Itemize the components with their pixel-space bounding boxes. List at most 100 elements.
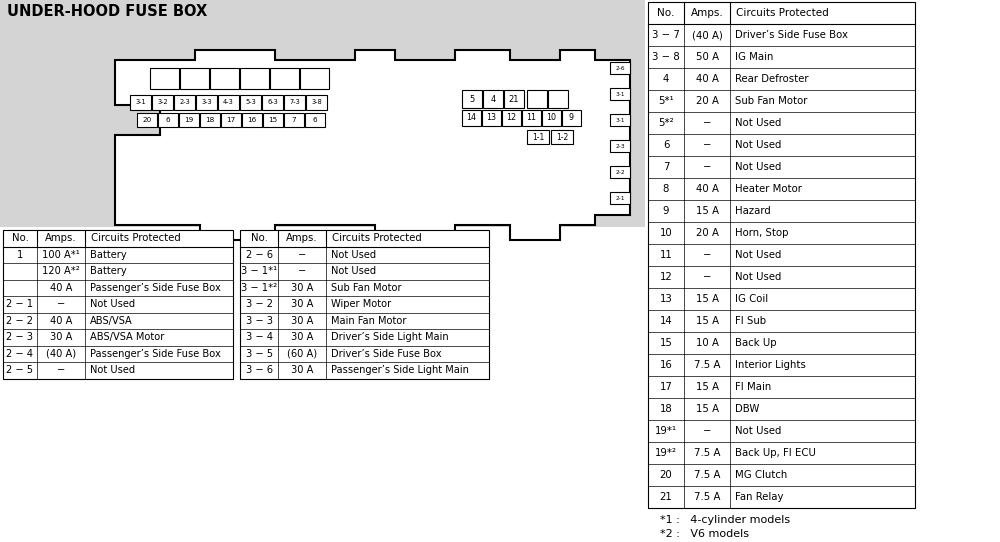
Bar xyxy=(548,90,568,108)
Text: 3-1: 3-1 xyxy=(615,118,625,122)
Text: 5*²: 5*² xyxy=(658,118,674,128)
Bar xyxy=(218,95,239,110)
Text: 13: 13 xyxy=(660,294,672,304)
Bar xyxy=(3,230,233,378)
Bar xyxy=(3,230,233,247)
Text: Driver’s Side Light Main: Driver’s Side Light Main xyxy=(331,332,449,342)
Text: (40 A): (40 A) xyxy=(46,349,76,359)
Text: 19*²: 19*² xyxy=(655,448,677,458)
Text: (40 A): (40 A) xyxy=(692,30,722,40)
Bar xyxy=(462,110,481,126)
Text: 50 A: 50 A xyxy=(696,52,718,62)
Text: −: − xyxy=(703,250,711,260)
Bar xyxy=(462,90,482,108)
Text: 4-3: 4-3 xyxy=(223,100,234,106)
Bar xyxy=(305,113,325,127)
Text: IG Coil: IG Coil xyxy=(735,294,768,304)
Text: 3 − 1*²: 3 − 1*² xyxy=(241,283,277,293)
Bar xyxy=(270,68,299,89)
Text: 15 A: 15 A xyxy=(696,316,718,326)
Text: −: − xyxy=(703,272,711,282)
Text: Not Used: Not Used xyxy=(735,140,781,150)
Bar xyxy=(482,110,501,126)
Text: −: − xyxy=(703,140,711,150)
Text: 3 − 2: 3 − 2 xyxy=(246,299,272,309)
Text: No.: No. xyxy=(657,8,675,18)
Text: Battery: Battery xyxy=(90,250,127,260)
Bar xyxy=(542,110,561,126)
Text: 20 A: 20 A xyxy=(696,228,718,238)
Text: 12: 12 xyxy=(506,113,517,122)
Text: Not Used: Not Used xyxy=(331,250,376,260)
Bar xyxy=(240,230,489,378)
Text: 10 A: 10 A xyxy=(696,338,718,348)
Text: Not Used: Not Used xyxy=(331,266,376,276)
Text: 7-3: 7-3 xyxy=(289,100,300,106)
Text: Not Used: Not Used xyxy=(90,299,135,309)
Text: 5-3: 5-3 xyxy=(245,100,256,106)
Text: 1-2: 1-2 xyxy=(556,132,568,141)
Bar xyxy=(137,113,157,127)
Bar xyxy=(150,68,179,89)
Text: 17: 17 xyxy=(226,117,236,123)
Text: Interior Lights: Interior Lights xyxy=(735,360,806,370)
Bar xyxy=(522,110,541,126)
Text: 2 − 5: 2 − 5 xyxy=(7,365,34,375)
Text: −: − xyxy=(703,118,711,128)
Text: 3-3: 3-3 xyxy=(201,100,212,106)
Text: 11: 11 xyxy=(660,250,672,260)
Text: 120 A*²: 120 A*² xyxy=(42,266,80,276)
Text: Amps.: Amps. xyxy=(691,8,723,18)
Text: 10: 10 xyxy=(660,228,672,238)
Text: 15: 15 xyxy=(268,117,278,123)
Text: 21: 21 xyxy=(660,492,672,502)
Bar xyxy=(483,90,503,108)
Text: 40 A: 40 A xyxy=(50,283,72,293)
Text: Circuits Protected: Circuits Protected xyxy=(332,233,422,243)
Bar xyxy=(648,2,915,508)
Text: 20: 20 xyxy=(660,470,672,480)
Text: 7: 7 xyxy=(292,117,296,123)
Text: ABS/VSA: ABS/VSA xyxy=(90,316,133,326)
Text: 3 − 5: 3 − 5 xyxy=(246,349,272,359)
Bar xyxy=(152,95,173,110)
Text: 30 A: 30 A xyxy=(291,316,313,326)
Text: −: − xyxy=(703,426,711,436)
Text: No.: No. xyxy=(251,233,267,243)
Bar xyxy=(174,95,195,110)
Text: 8: 8 xyxy=(663,184,669,194)
Text: 5*¹: 5*¹ xyxy=(658,96,674,106)
Bar xyxy=(610,166,630,178)
Text: 14: 14 xyxy=(660,316,672,326)
Text: 12: 12 xyxy=(660,272,672,282)
Text: Back Up, FI ECU: Back Up, FI ECU xyxy=(735,448,816,458)
Text: 30 A: 30 A xyxy=(291,299,313,309)
Text: 4: 4 xyxy=(490,94,496,104)
Bar xyxy=(648,2,915,508)
Text: 1-1: 1-1 xyxy=(532,132,544,141)
Text: 15 A: 15 A xyxy=(696,404,718,414)
Text: Sub Fan Motor: Sub Fan Motor xyxy=(331,283,402,293)
Polygon shape xyxy=(115,50,630,240)
Text: 2-3: 2-3 xyxy=(179,100,190,106)
Text: 3 − 7: 3 − 7 xyxy=(652,30,680,40)
Text: 14: 14 xyxy=(466,113,477,122)
Text: 6: 6 xyxy=(166,117,170,123)
Text: Rear Defroster: Rear Defroster xyxy=(735,74,808,84)
Text: 4: 4 xyxy=(663,74,669,84)
Text: 11: 11 xyxy=(526,113,536,122)
Bar xyxy=(527,130,549,144)
Text: 16: 16 xyxy=(247,117,257,123)
Text: 6-3: 6-3 xyxy=(267,100,278,106)
Text: 2 − 2: 2 − 2 xyxy=(7,316,34,326)
Text: 7: 7 xyxy=(663,162,669,172)
Text: 2-3: 2-3 xyxy=(615,144,625,149)
Text: Circuits Protected: Circuits Protected xyxy=(91,233,181,243)
Text: 2 − 4: 2 − 4 xyxy=(7,349,34,359)
Text: FI Main: FI Main xyxy=(735,382,771,392)
Text: 2-2: 2-2 xyxy=(615,170,625,175)
Bar xyxy=(504,90,524,108)
Bar xyxy=(263,113,283,127)
Text: Sub Fan Motor: Sub Fan Motor xyxy=(735,96,807,106)
Text: 100 A*¹: 100 A*¹ xyxy=(42,250,80,260)
